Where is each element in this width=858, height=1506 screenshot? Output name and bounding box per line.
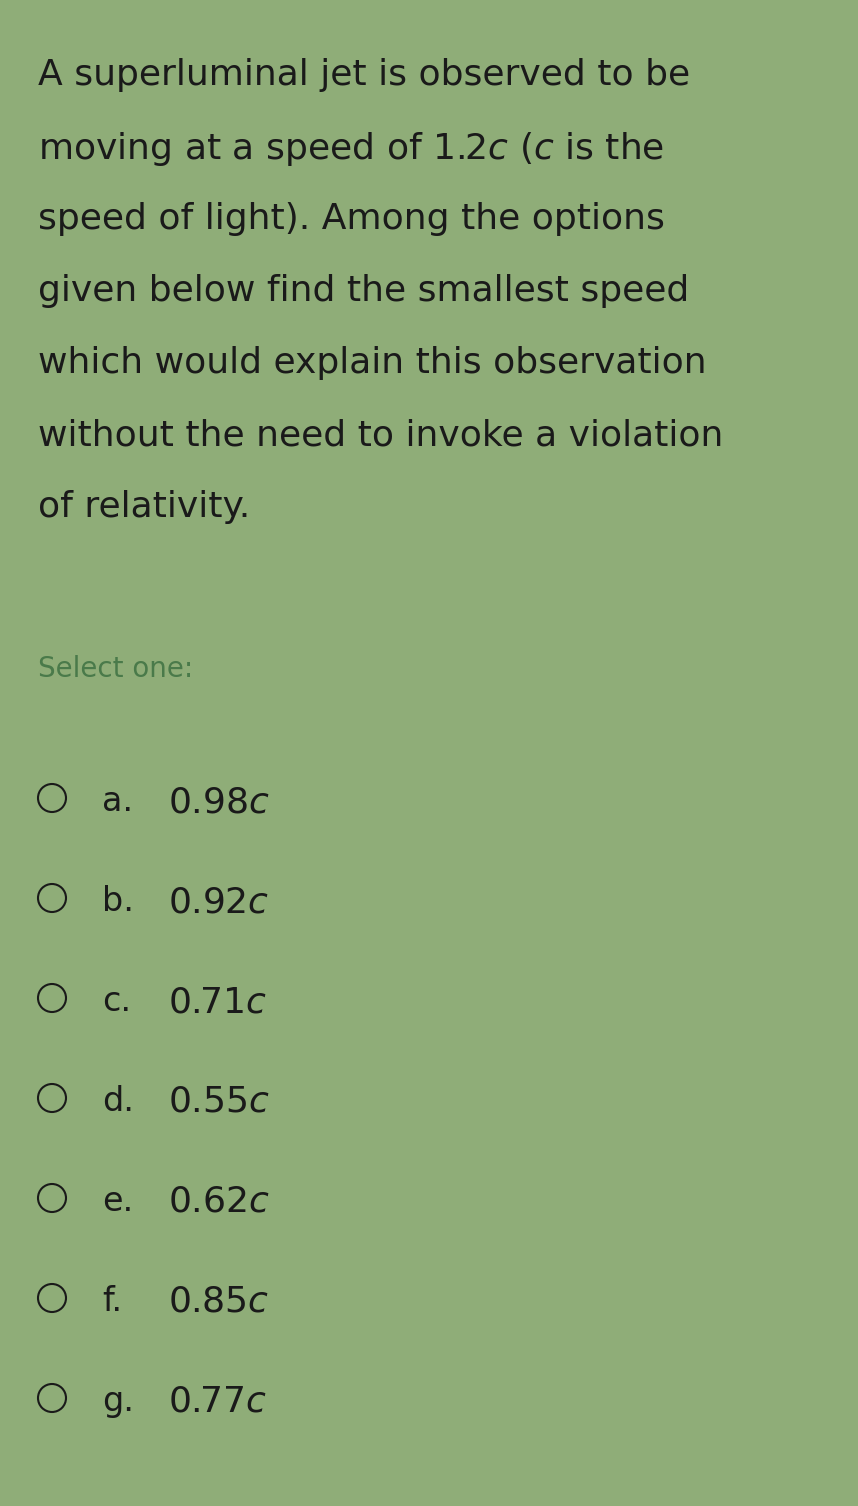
Text: 0.77$c$: 0.77$c$	[168, 1386, 267, 1419]
Text: c.: c.	[102, 985, 131, 1018]
Text: Select one:: Select one:	[38, 655, 193, 684]
Text: speed of light). Among the options: speed of light). Among the options	[38, 202, 665, 236]
Text: 0.85$c$: 0.85$c$	[168, 1285, 269, 1319]
Text: 0.98$c$: 0.98$c$	[168, 785, 269, 819]
Text: A superluminal jet is observed to be: A superluminal jet is observed to be	[38, 59, 690, 92]
Text: given below find the smallest speed: given below find the smallest speed	[38, 274, 689, 309]
Text: moving at a speed of 1.2$c$ ($c$ is the: moving at a speed of 1.2$c$ ($c$ is the	[38, 130, 664, 169]
Text: a.: a.	[102, 785, 133, 818]
Text: e.: e.	[102, 1185, 133, 1218]
Text: b.: b.	[102, 886, 134, 919]
Text: of relativity.: of relativity.	[38, 489, 251, 524]
Text: d.: d.	[102, 1084, 134, 1117]
Text: 0.71$c$: 0.71$c$	[168, 985, 267, 1020]
Text: 0.55$c$: 0.55$c$	[168, 1084, 269, 1119]
Text: without the need to invoke a violation: without the need to invoke a violation	[38, 419, 723, 452]
Text: which would explain this observation: which would explain this observation	[38, 346, 707, 380]
Text: 0.92$c$: 0.92$c$	[168, 886, 269, 919]
Text: 0.62$c$: 0.62$c$	[168, 1185, 269, 1218]
Text: g.: g.	[102, 1386, 134, 1419]
Text: f.: f.	[102, 1285, 122, 1318]
